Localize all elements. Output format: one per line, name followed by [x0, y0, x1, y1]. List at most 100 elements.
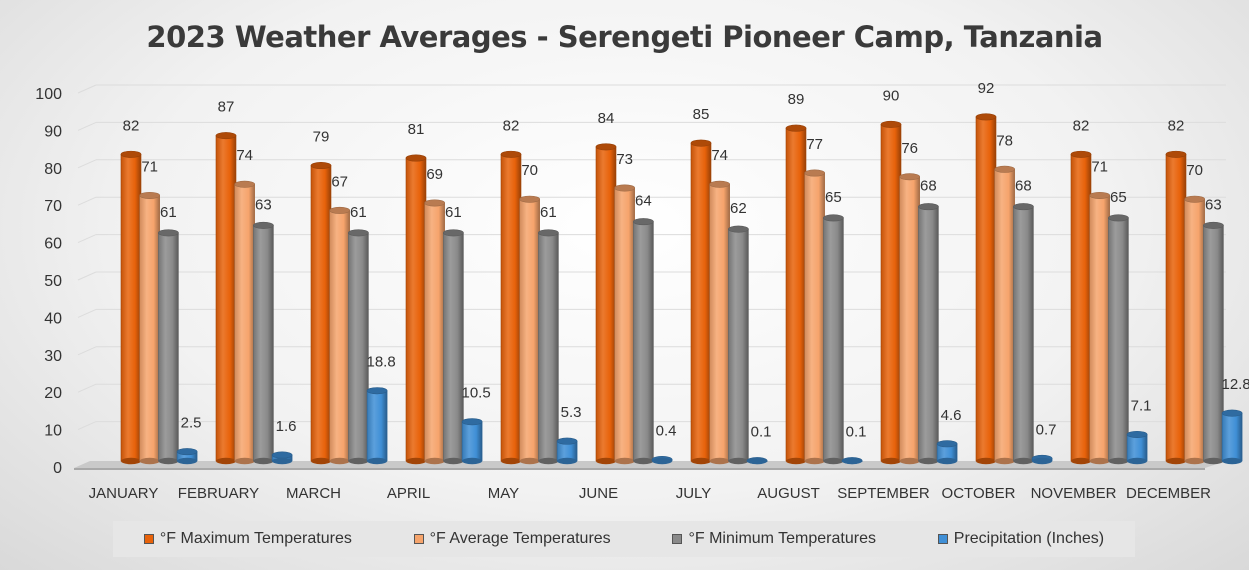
bar-top	[253, 221, 274, 229]
y-tick-label: 30	[44, 348, 62, 365]
data-label: 12.8	[1221, 376, 1249, 393]
bar-base	[177, 457, 198, 465]
data-label: 78	[996, 132, 1013, 149]
legend: °F Maximum Temperatures °F Average Temper…	[113, 521, 1135, 557]
bar-base	[728, 457, 749, 465]
data-label: 71	[141, 158, 158, 175]
data-label: 7.1	[1131, 397, 1152, 414]
bar	[709, 180, 731, 465]
data-label: 64	[635, 193, 652, 210]
bar-top	[1108, 214, 1129, 222]
bar	[804, 169, 826, 465]
data-label: 89	[788, 91, 805, 108]
data-label: 0.7	[1036, 421, 1057, 438]
x-tick-label: AUGUST	[757, 485, 820, 502]
data-label: 84	[598, 110, 615, 127]
gridlines	[77, 84, 1226, 431]
y-tick-label: 0	[53, 460, 62, 477]
bar	[139, 191, 160, 465]
bar	[1013, 203, 1034, 465]
x-tick-label: SEPTEMBER	[837, 485, 930, 502]
bar	[1203, 221, 1224, 465]
gridline	[77, 234, 97, 244]
bar-top	[728, 225, 749, 233]
bar	[215, 132, 237, 465]
data-label: 18.8	[366, 354, 395, 371]
bar-top	[595, 143, 617, 151]
bar-top	[709, 180, 731, 188]
legend-label: °F Average Temperatures	[429, 530, 611, 547]
data-label: 79	[313, 129, 330, 146]
data-label: 69	[426, 166, 443, 183]
data-label: 73	[616, 151, 633, 168]
bar-base	[691, 457, 711, 465]
gridline	[77, 383, 97, 393]
bar-top	[785, 124, 807, 132]
bar	[975, 113, 997, 465]
legend-swatch	[937, 534, 948, 544]
bar-top	[1070, 150, 1092, 158]
y-tick-label: 80	[44, 161, 62, 178]
bar-top	[880, 120, 902, 128]
bar-body	[804, 172, 826, 462]
bar-base	[1127, 457, 1148, 465]
data-label: 4.6	[941, 407, 962, 424]
bar-top	[823, 214, 844, 222]
bar-top	[158, 229, 179, 237]
bar-top	[461, 418, 483, 426]
bar	[538, 229, 559, 465]
bar	[880, 120, 902, 465]
x-tick-label: FEBRUARY	[178, 485, 259, 502]
data-label: 61	[160, 204, 177, 221]
bar-base	[272, 457, 293, 465]
y-tick-label: 60	[44, 236, 62, 253]
gridline	[77, 84, 97, 94]
data-label: 65	[825, 189, 842, 206]
bar	[1089, 191, 1110, 465]
bar	[519, 195, 541, 465]
bar	[253, 221, 274, 465]
bar-base	[216, 457, 236, 465]
bar	[994, 165, 1016, 465]
data-label: 0.4	[656, 423, 677, 440]
data-label: 74	[711, 147, 728, 164]
bar-base	[158, 457, 179, 465]
legend-item: °F Minimum Temperatures	[672, 530, 876, 548]
bar-body	[366, 390, 388, 462]
bar-top	[443, 229, 464, 237]
bar-body	[424, 202, 446, 462]
bar-top	[176, 448, 198, 456]
y-tick-label: 90	[44, 123, 62, 140]
data-label: 70	[521, 162, 538, 179]
bar-base	[329, 457, 350, 465]
bar-base	[994, 457, 1015, 465]
legend-swatch	[672, 534, 683, 544]
bar-top	[215, 132, 237, 140]
data-label: 82	[1168, 117, 1185, 134]
gridline	[77, 196, 97, 206]
bar-base	[786, 457, 806, 465]
bar	[271, 451, 293, 465]
bar-base	[234, 457, 255, 465]
x-axis: JANUARY FEBRUARY MARCH APRIL MAY JUNE JULY AUGU…	[89, 485, 1212, 502]
bar-top	[1165, 150, 1187, 158]
bar	[651, 456, 673, 465]
bar	[1221, 409, 1243, 465]
data-label: 63	[255, 196, 272, 213]
gridline	[77, 271, 97, 281]
bar-body	[443, 232, 464, 462]
bar	[1108, 214, 1129, 465]
bar-base	[1166, 457, 1186, 465]
bar-top	[1221, 409, 1243, 417]
bar-body	[1221, 412, 1243, 462]
bar-top	[405, 154, 427, 162]
bar-body	[823, 217, 844, 462]
bar	[424, 199, 446, 465]
bar-base	[614, 457, 635, 465]
bar-top	[804, 169, 826, 177]
bar-base	[501, 457, 521, 465]
bar-base	[367, 457, 388, 465]
data-label: 1.6	[276, 418, 297, 435]
bar-top	[234, 180, 255, 188]
bar-top	[1089, 191, 1110, 199]
